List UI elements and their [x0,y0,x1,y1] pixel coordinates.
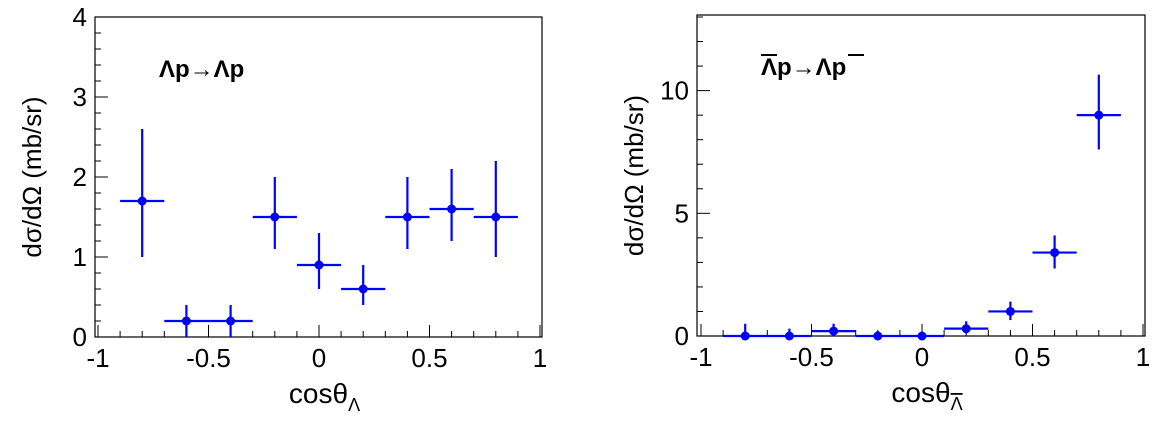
x-tick-label: -1 [689,342,712,372]
data-point [811,323,856,336]
data-point [1032,235,1077,269]
data-point [296,233,342,289]
data-marker [917,331,927,341]
x-axis-label-main: cosθ [289,378,348,409]
y-tick-label: 4 [73,2,87,32]
data-point [473,161,518,257]
x-tick-label: 0 [915,342,929,372]
x-tick-label: 1 [1136,342,1150,372]
x-axis-label: cosθΛ [891,377,962,414]
data-marker [137,196,147,206]
x-tick-label: -1 [86,343,109,373]
data-point [899,331,945,341]
data-point [341,265,386,305]
data-point [120,129,165,257]
data-point [767,328,812,341]
x-tick-label: 0.5 [1014,342,1050,372]
data-marker [961,324,971,334]
data-point [944,321,989,334]
data-marker [181,316,191,326]
data-marker [358,284,368,294]
data-marker [402,212,412,222]
x-tick-label: 0 [312,343,326,373]
x-axis-label-subscript: Λ [951,394,963,414]
data-marker [1094,110,1104,120]
data-point [208,305,253,337]
y-tick-label: 5 [675,198,689,228]
data-marker [447,204,457,214]
y-axis-label: dσ/dΩ (mb/sr) [619,95,649,256]
data-point [164,305,209,337]
data-marker [873,331,883,341]
data-marker [784,331,794,341]
data-point [723,323,768,341]
y-tick-label: 0 [73,322,87,352]
y-axis-label: dσ/dΩ (mb/sr) [17,96,47,257]
x-axis-label-subscript: Λ [348,395,360,415]
data-marker [1050,248,1060,258]
y-tick-label: 0 [675,321,689,351]
x-tick-label: -0.5 [789,342,834,372]
x-tick-label: 1 [533,343,547,373]
x-axis-label-main: cosθ [891,377,950,408]
data-marker [740,331,750,341]
y-tick-label: 3 [73,82,87,112]
data-marker [270,212,280,222]
reaction-label: Λp→Λp [159,56,244,83]
y-tick-label: 2 [73,162,87,192]
data-point [385,177,430,249]
x-tick-label: 0.5 [411,343,447,373]
data-point [429,169,474,241]
reaction-label: Λp→Λp [761,54,846,81]
data-marker [829,326,839,336]
x-axis-label: cosθΛ [289,378,360,415]
data-point [855,331,900,341]
y-tick-label: 10 [660,76,689,106]
data-marker [1005,306,1015,316]
data-marker [226,316,236,326]
data-marker [491,212,501,222]
data-point [1076,74,1121,150]
x-tick-label: -0.5 [186,343,231,373]
chart-1: -1 -0.5 0 0.5 1 0 1 2 3 4 dσ/dΩ (mb/sr) cosθΛ Λp→Λp [17,2,547,415]
y-tick-label: 1 [73,242,87,272]
data-point [988,301,1033,321]
data-marker [314,260,324,270]
data-point [252,177,297,249]
